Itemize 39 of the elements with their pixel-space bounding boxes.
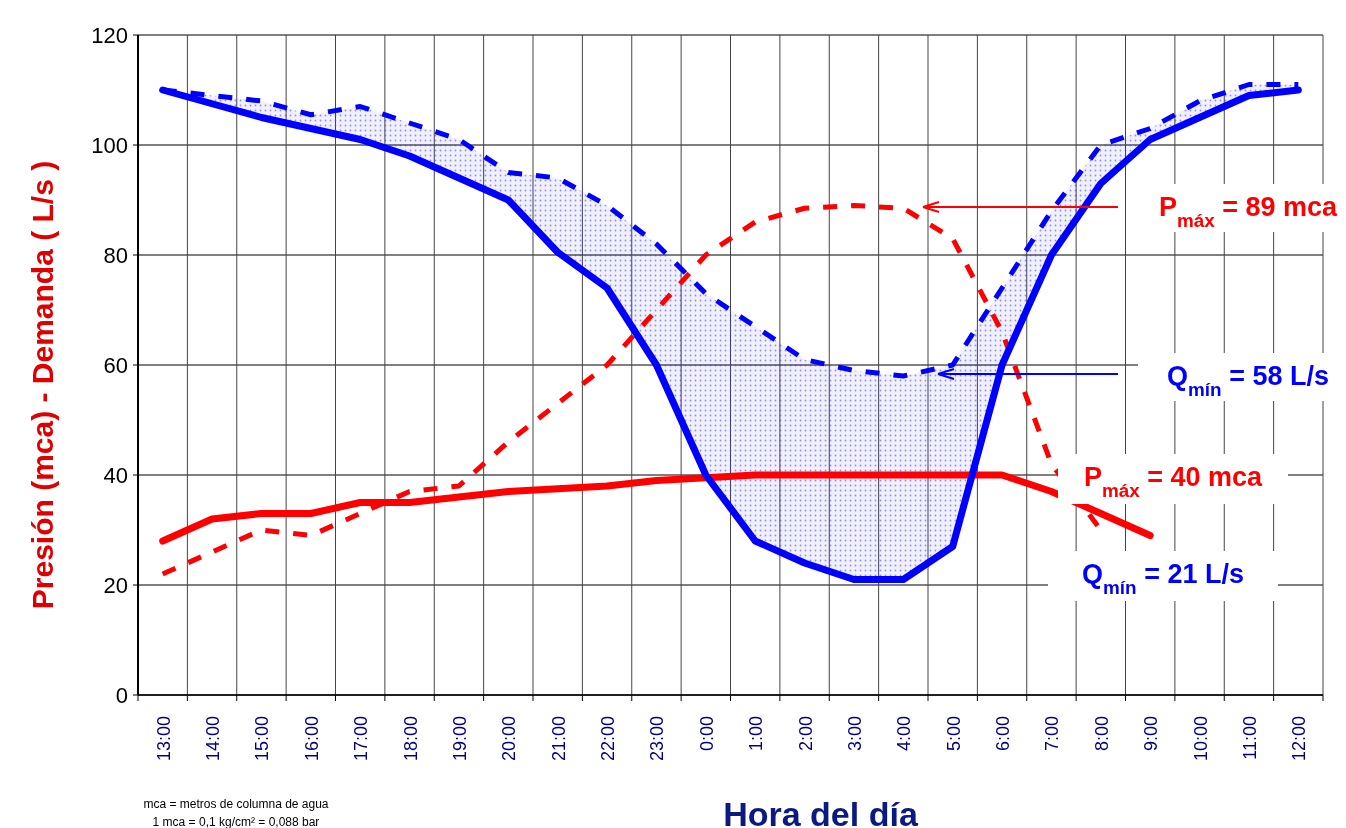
annotation: Q$_{mín}$ = 58 L/s [1167,361,1329,400]
y-tick-label: 40 [103,462,128,488]
x-tick-label: 22:00 [598,716,619,762]
text: 1 mca = 0,1 kg/cm² = 0,088 bar [152,815,320,828]
y-tick-label: 0 [115,682,128,708]
x-tick-label: 6:00 [993,716,1014,752]
x-tick-label: 17:00 [351,716,372,762]
x-tick-label: 12:00 [1289,716,1310,762]
x-tick-label: 0:00 [696,716,717,752]
x-tick-label: 21:00 [548,716,569,762]
x-tick-label: 2:00 [795,716,816,752]
x-tick-label: 13:00 [153,716,174,762]
x-tick-label: 15:00 [252,716,273,762]
annotation: P$_{máx}$ = 40 mca [1083,462,1264,501]
x-tick-label: 11:00 [1239,716,1260,760]
y-tick-label: 120 [91,22,128,48]
annotation: Q$_{mín}$ = 21 L/s [1082,559,1244,598]
x-tick-label: 7:00 [1042,716,1063,752]
x-tick-label: 18:00 [400,716,421,762]
y-tick-label: 100 [91,132,128,158]
x-tick-label: 19:00 [449,716,470,762]
x-tick-label: 23:00 [647,716,668,762]
x-tick-label: 9:00 [1141,716,1162,752]
x-tick-label: 1:00 [746,716,767,752]
x-tick-label: 20:00 [499,716,520,762]
annotation: P$_{máx}$ = 89 mca [1158,192,1339,231]
x-tick-label: 8:00 [1091,716,1112,752]
text: mca = metros de columna de agua [143,797,329,811]
x-tick-label: 4:00 [894,716,915,752]
x-tick-label: 10:00 [1190,716,1211,762]
x-tick-label: 14:00 [203,716,224,762]
y-tick-label: 60 [103,352,128,378]
y-axis-title: Presión (mca) - Demanda ( L/s ) [26,160,59,610]
x-tick-label: 3:00 [844,716,865,752]
x-tick-label: 16:00 [301,716,322,762]
x-axis-title: Hora del día [723,795,919,828]
y-tick-label: 20 [103,572,128,598]
y-tick-label: 80 [103,242,128,268]
x-tick-label: 5:00 [943,716,964,752]
